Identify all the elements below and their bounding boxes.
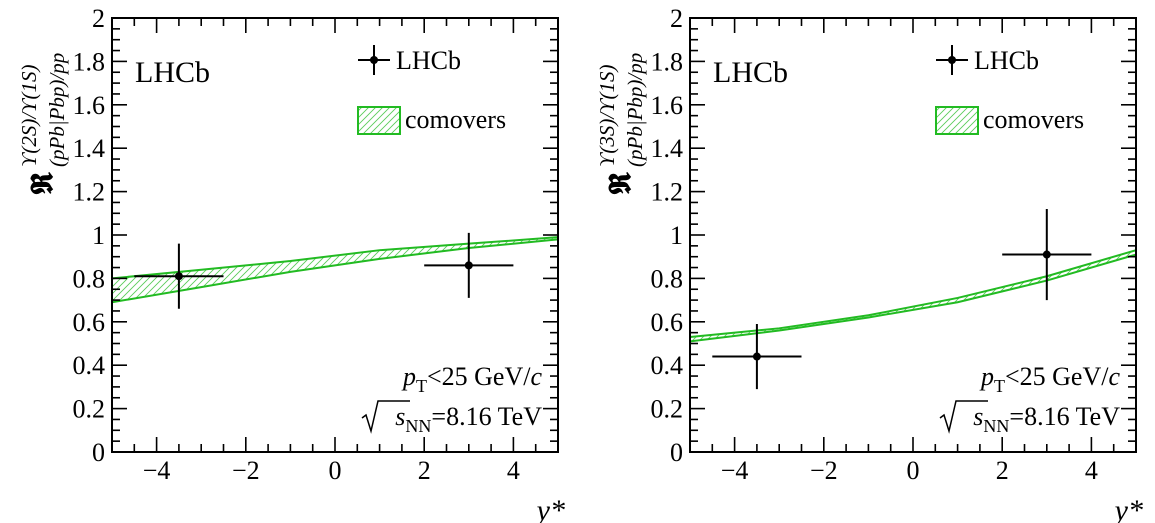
right-chart-panel: −4 −2 0 2 4 0 0.2 0.4 0.6 0.8 1 1.2 1.4 1.6 1.8 2 y* 𝕽 ϒ(3… bbox=[578, 0, 1155, 523]
sqrt-s-value: =8.16 TeV bbox=[431, 402, 542, 431]
legend-comovers-label: comovers bbox=[983, 105, 1084, 134]
x-tick-label: −4 bbox=[143, 456, 171, 485]
y-tick-label: 2 bbox=[670, 4, 683, 33]
sqrt-s-condition: sNN=8.16 TeV bbox=[361, 400, 542, 436]
y-tick-label: 0 bbox=[670, 438, 683, 467]
comovers-band bbox=[112, 236, 558, 304]
pt-value: <25 GeV/ bbox=[1005, 362, 1109, 391]
sqrt-s-condition: sNN=8.16 TeV bbox=[939, 400, 1120, 436]
comovers-band-lower bbox=[112, 238, 558, 304]
y-tick-label: 0.2 bbox=[651, 395, 684, 424]
data-point-2 bbox=[424, 232, 514, 298]
y-tick-label: 1.6 bbox=[651, 91, 684, 120]
legend-entry-lhcb: LHCb bbox=[358, 45, 461, 75]
experiment-label: LHCb bbox=[135, 56, 210, 89]
data-point-2 bbox=[1002, 208, 1092, 301]
left-chart: −4 −2 0 2 4 0 0.2 0.4 0.6 0.8 1 1.2 1.4 1.6 1.8 2 y* 𝕽 ϒ(2… bbox=[17, 4, 565, 523]
legend-comovers-swatch bbox=[357, 106, 401, 135]
y-tick-label: 0.4 bbox=[73, 351, 106, 380]
y-axis-label-subscript: (pPb|Pbp)/pp bbox=[45, 53, 69, 167]
legend: LHCb comovers bbox=[357, 45, 506, 135]
pt-unit: c bbox=[530, 362, 542, 391]
x-tick-label: 0 bbox=[907, 456, 920, 485]
legend-entry-lhcb: LHCb bbox=[936, 45, 1039, 75]
y-tick-label: 0.4 bbox=[651, 351, 684, 380]
x-axis-label: y* bbox=[1112, 494, 1143, 523]
y-tick-label: 1 bbox=[670, 221, 683, 250]
pt-unit: c bbox=[1108, 362, 1120, 391]
y-tick-label: 1.2 bbox=[651, 178, 684, 207]
pt-condition: pT<25 GeV/c bbox=[979, 362, 1120, 396]
y-tick-label: 1.6 bbox=[73, 91, 106, 120]
pt-variable: p bbox=[979, 362, 994, 391]
x-tick-label: −2 bbox=[810, 456, 838, 485]
data-point-1 bbox=[712, 323, 802, 390]
y-tick-label: 0 bbox=[92, 438, 105, 467]
x-tick-label: 2 bbox=[418, 456, 431, 485]
data-marker bbox=[174, 272, 183, 281]
y-tick-label: 1.8 bbox=[651, 47, 684, 76]
sqrt-s-text: sNN=8.16 TeV bbox=[395, 402, 542, 436]
pt-variable: p bbox=[401, 362, 416, 391]
pt-condition: pT<25 GeV/c bbox=[401, 362, 542, 396]
y-tick-label: 1.4 bbox=[73, 134, 106, 163]
y-axis-label-subscript: (pPb|Pbp)/pp bbox=[623, 53, 647, 167]
comovers-band-upper bbox=[690, 249, 1136, 338]
y-tick-label: 0.6 bbox=[73, 308, 106, 337]
pt-value: <25 GeV/ bbox=[427, 362, 531, 391]
legend-lhcb-label: LHCb bbox=[396, 46, 461, 75]
sqrt-s-value: =8.16 TeV bbox=[1009, 402, 1120, 431]
x-tick-label: −2 bbox=[232, 456, 260, 485]
x-tick-label: 4 bbox=[507, 456, 520, 485]
y-tick-label: 1.8 bbox=[73, 47, 106, 76]
y-tick-label: 0.8 bbox=[651, 264, 684, 293]
left-chart-panel: −4 −2 0 2 4 0 0.2 0.4 0.6 0.8 1 1.2 1.4 1.6 1.8 2 y* 𝕽 ϒ(2… bbox=[17, 4, 565, 523]
x-tick-label: 2 bbox=[996, 456, 1009, 485]
legend-comovers-label: comovers bbox=[405, 105, 506, 134]
y-tick-label: 0.2 bbox=[73, 395, 106, 424]
y-tick-label: 1.2 bbox=[73, 178, 106, 207]
experiment-label: LHCb bbox=[713, 56, 788, 89]
y-axis-label-superscript: ϒ(2S)/ϒ(1S) bbox=[17, 64, 41, 167]
sqrt-s-subscript: NN bbox=[405, 416, 431, 436]
legend-lhcb-marker bbox=[370, 56, 378, 64]
sqrt-symbol bbox=[939, 400, 988, 434]
sqrt-s-variable: s bbox=[395, 402, 405, 431]
y-axis-label: 𝕽 ϒ(3S)/ϒ(1S) (pPb|Pbp)/pp bbox=[595, 53, 647, 195]
x-tick-label: −4 bbox=[721, 456, 749, 485]
legend: LHCb comovers bbox=[935, 45, 1084, 135]
pt-subscript: T bbox=[994, 376, 1005, 396]
right-chart: −4 −2 0 2 4 0 0.2 0.4 0.6 0.8 1 1.2 1.4 1.6 1.8 2 y* 𝕽 ϒ(3… bbox=[595, 4, 1143, 523]
data-marker bbox=[1042, 250, 1051, 259]
legend-comovers-swatch bbox=[935, 106, 979, 135]
data-marker bbox=[464, 261, 473, 270]
y-axis-label: 𝕽 ϒ(2S)/ϒ(1S) (pPb|Pbp)/pp bbox=[17, 53, 69, 195]
comovers-band-upper bbox=[112, 236, 558, 280]
data-marker bbox=[752, 352, 761, 361]
legend-entry-comovers: comovers bbox=[935, 105, 1084, 135]
y-axis-label-main: 𝕽 bbox=[604, 171, 637, 195]
sqrt-s-text: sNN=8.16 TeV bbox=[973, 402, 1120, 436]
sqrt-symbol bbox=[361, 400, 410, 434]
comovers-band bbox=[690, 249, 1136, 343]
y-tick-label: 1 bbox=[92, 221, 105, 250]
data-point-1 bbox=[134, 243, 224, 309]
sqrt-s-subscript: NN bbox=[983, 416, 1009, 436]
pt-subscript: T bbox=[416, 376, 427, 396]
y-tick-label: 1.4 bbox=[651, 134, 684, 163]
comovers-band-lower bbox=[690, 253, 1136, 343]
y-tick-label: 0.8 bbox=[73, 264, 106, 293]
y-axis-label-superscript: ϒ(3S)/ϒ(1S) bbox=[595, 64, 619, 167]
legend-entry-comovers: comovers bbox=[357, 105, 506, 135]
legend-lhcb-marker bbox=[948, 56, 956, 64]
x-axis-label: y* bbox=[534, 494, 565, 523]
y-tick-label: 0.6 bbox=[651, 308, 684, 337]
sqrt-s-variable: s bbox=[973, 402, 983, 431]
y-axis-label-main: 𝕽 bbox=[26, 171, 59, 195]
legend-lhcb-label: LHCb bbox=[974, 46, 1039, 75]
x-tick-label: 4 bbox=[1085, 456, 1098, 485]
x-tick-label: 0 bbox=[329, 456, 342, 485]
y-tick-label: 2 bbox=[92, 4, 105, 33]
